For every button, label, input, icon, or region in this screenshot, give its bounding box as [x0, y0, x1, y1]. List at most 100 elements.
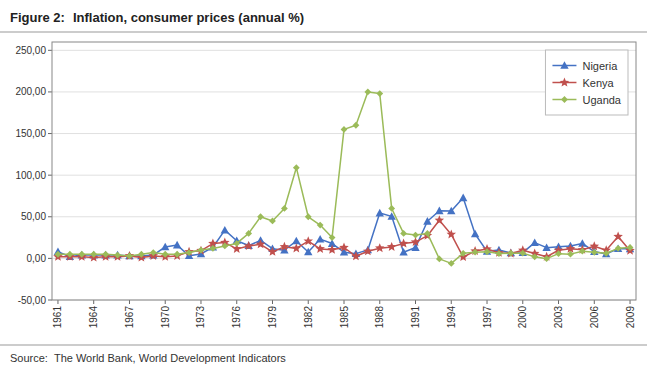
- marker: [530, 238, 538, 246]
- marker: [376, 90, 383, 97]
- chart: Figure 2:Inflation, consumer prices (ann…: [0, 0, 647, 372]
- marker: [233, 240, 240, 247]
- marker: [543, 255, 550, 262]
- marker: [603, 250, 610, 257]
- plot-frame: [52, 42, 636, 300]
- marker: [560, 78, 570, 87]
- marker: [435, 215, 445, 224]
- y-tick-label: 50,00: [21, 211, 46, 222]
- marker: [376, 209, 384, 217]
- marker: [339, 242, 349, 251]
- x-tick-label: 2009: [625, 306, 636, 329]
- marker: [138, 251, 145, 258]
- y-tick: [48, 258, 52, 259]
- x-tick-label: 1973: [195, 306, 206, 329]
- marker: [496, 250, 503, 257]
- x-tick: [451, 300, 452, 304]
- marker: [126, 252, 133, 259]
- marker: [256, 239, 266, 248]
- marker: [303, 236, 313, 245]
- marker: [460, 250, 467, 257]
- marker: [423, 217, 431, 225]
- x-tick-label: 2000: [517, 306, 528, 329]
- x-tick-label: 1997: [482, 306, 493, 329]
- marker: [315, 244, 325, 253]
- x-tick-label: 1994: [446, 306, 457, 329]
- marker: [542, 243, 550, 251]
- axes: -50,000,0050,00100,00150,00200,00250,001…: [15, 42, 636, 328]
- marker: [304, 248, 312, 256]
- marker: [150, 249, 157, 256]
- marker: [411, 243, 419, 251]
- y-tick-label: 0,00: [27, 253, 47, 264]
- marker: [579, 248, 586, 255]
- marker: [221, 226, 229, 234]
- marker: [316, 235, 324, 243]
- marker: [531, 253, 538, 260]
- x-tick: [344, 300, 345, 304]
- y-tick: [48, 175, 52, 176]
- marker: [292, 237, 300, 245]
- y-tick-label: 200,00: [15, 86, 46, 97]
- x-tick-label: 1970: [160, 306, 171, 329]
- x-tick-label: 1982: [303, 306, 314, 329]
- marker: [353, 122, 360, 129]
- marker: [292, 243, 302, 252]
- y-tick-label: -50,00: [18, 295, 47, 306]
- marker: [447, 229, 457, 238]
- marker: [172, 251, 182, 260]
- marker: [90, 251, 97, 258]
- marker: [602, 250, 610, 258]
- marker: [221, 243, 228, 250]
- marker: [470, 246, 480, 255]
- y-tick: [48, 300, 52, 301]
- series-line: [58, 220, 630, 257]
- x-tick: [200, 300, 201, 304]
- x-tick: [236, 300, 237, 304]
- marker: [77, 252, 87, 261]
- y-tick: [48, 216, 52, 217]
- marker: [484, 248, 491, 255]
- figure-label: Figure 2:: [10, 10, 65, 25]
- source-text: The World Bank, World Development Indica…: [54, 352, 286, 364]
- marker: [186, 249, 193, 256]
- marker: [436, 255, 443, 262]
- x-tick-label: 1967: [124, 306, 135, 329]
- x-tick-label: 2006: [589, 306, 600, 329]
- marker: [209, 245, 216, 252]
- marker: [65, 252, 75, 261]
- marker: [424, 230, 431, 237]
- series-line: [58, 198, 630, 257]
- x-tick: [308, 300, 309, 304]
- marker: [257, 213, 264, 220]
- marker: [53, 252, 63, 261]
- marker: [364, 89, 371, 96]
- marker: [66, 251, 73, 258]
- x-tick: [57, 300, 58, 304]
- series-line: [58, 92, 630, 263]
- marker: [162, 251, 169, 258]
- marker: [400, 230, 407, 237]
- x-tick-label: 1961: [52, 306, 63, 329]
- x-tick-label: 1976: [231, 306, 242, 329]
- marker: [114, 252, 121, 259]
- marker: [327, 245, 337, 254]
- y-tick-label: 100,00: [15, 170, 46, 181]
- source-label: Source:: [10, 352, 48, 364]
- marker: [268, 247, 278, 256]
- x-tick: [379, 300, 380, 304]
- grid-line: [52, 216, 636, 217]
- series: [53, 215, 635, 261]
- legend-box: [545, 50, 628, 115]
- marker: [341, 126, 348, 133]
- x-tick: [272, 300, 273, 304]
- marker: [388, 205, 395, 212]
- marker: [519, 250, 526, 257]
- marker: [351, 251, 361, 260]
- marker: [280, 242, 290, 251]
- legend-label: Uganda: [582, 94, 621, 106]
- grid-line: [52, 175, 636, 176]
- series: [54, 194, 634, 260]
- x-tick: [129, 300, 130, 304]
- x-tick: [594, 300, 595, 304]
